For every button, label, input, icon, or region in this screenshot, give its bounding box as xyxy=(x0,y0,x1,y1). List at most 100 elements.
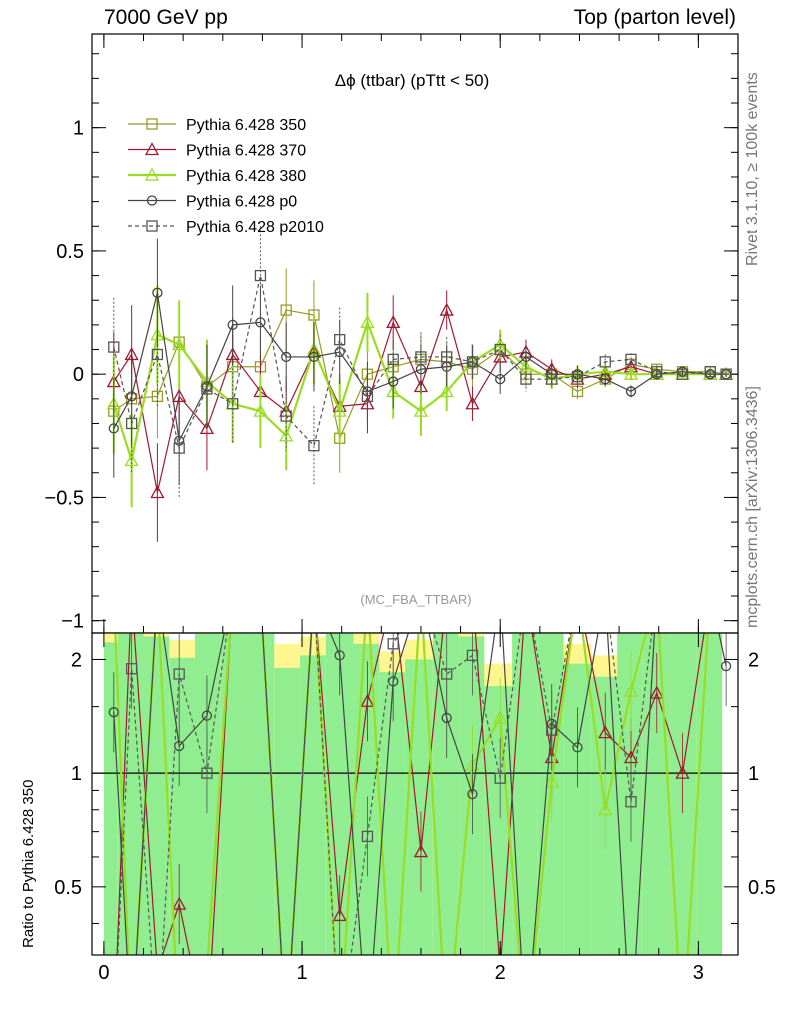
main-y-tick-label: −1 xyxy=(61,611,84,633)
ratio-band-green xyxy=(458,636,485,955)
ratio-point-p2010 xyxy=(546,724,558,736)
data-point-p2010 xyxy=(227,398,239,410)
data-point-p2010 xyxy=(361,390,374,403)
legend-marker-p370 xyxy=(144,142,160,156)
ratio-band-green xyxy=(246,633,275,955)
ratio-point-p2010 xyxy=(494,772,506,784)
ratio-point-p2010 xyxy=(625,796,637,808)
ratio-point-p370 xyxy=(332,908,347,922)
data-point-p380 xyxy=(253,403,268,417)
legend-marker-p380 xyxy=(144,167,160,181)
ratio-point-p370 xyxy=(172,896,187,910)
ratio-band-green xyxy=(103,642,118,955)
legend-label-p2010: Pythia 6.428 p2010 xyxy=(186,219,324,236)
ratio-point-p370 xyxy=(413,844,429,858)
ratio-point-p2010 xyxy=(387,638,399,650)
legend-label-p370: Pythia 6.428 370 xyxy=(186,143,306,160)
data-point-p0 xyxy=(495,373,506,385)
ratio-band-green xyxy=(512,633,538,955)
ratio-point-p0 xyxy=(572,742,583,753)
ratio-point-p2010 xyxy=(125,663,138,675)
ratio-x-tick-label: 3 xyxy=(693,962,704,984)
ratio-point-p2010 xyxy=(201,767,213,779)
legend-marker-p0 xyxy=(146,195,158,206)
main-chart-title: Δϕ (ttbar) (pTtt < 50) xyxy=(335,71,490,90)
data-point-p2010 xyxy=(201,383,213,395)
ratio-point-p380 xyxy=(598,802,613,816)
ratio-band-green xyxy=(696,633,723,955)
data-point-p2010 xyxy=(651,366,663,378)
ratio-y-tick-label-left: 1 xyxy=(71,763,82,785)
data-point-p2010 xyxy=(466,356,479,368)
data-point-p2010 xyxy=(720,368,732,380)
ratio-point-p2010 xyxy=(173,668,185,680)
data-point-p370 xyxy=(386,315,401,329)
data-point-p370 xyxy=(150,485,165,499)
data-point-p2010 xyxy=(546,373,558,385)
data-point-p2010 xyxy=(571,370,584,383)
header-right: Top (parton level) xyxy=(573,6,736,29)
main-y-tick-label: −0.5 xyxy=(45,487,84,509)
data-point-p2010 xyxy=(676,368,689,380)
ratio-band-green xyxy=(432,633,459,955)
data-point-p0 xyxy=(152,287,163,298)
ratio-band-green xyxy=(591,676,618,955)
main-watermark: (MC_FBA_TTBAR) xyxy=(360,592,471,607)
ratio-y-tick-label-right: 2 xyxy=(748,649,759,671)
legend-label-p380: Pythia 6.428 380 xyxy=(186,168,306,185)
ratio-band-green xyxy=(563,663,592,955)
data-point-p2010 xyxy=(254,269,267,282)
ratio-band-green xyxy=(405,659,433,955)
ratio-y-tick-label-right: 1 xyxy=(748,763,759,785)
main-y-tick-label: 0 xyxy=(73,364,84,386)
legend-label-p0: Pythia 6.428 p0 xyxy=(186,194,297,211)
data-point-p380 xyxy=(279,428,294,442)
data-point-p0 xyxy=(227,319,238,331)
data-point-p0 xyxy=(625,386,637,397)
ratio-point-p0 xyxy=(108,707,119,718)
ratio-point-p0 xyxy=(467,788,478,800)
data-point-p2010 xyxy=(387,353,399,366)
ratio-x-tick-label: 0 xyxy=(98,962,109,984)
ratio-point-p0 xyxy=(720,660,732,672)
ratio-point-p0 xyxy=(201,710,213,721)
ratio-point-p380 xyxy=(493,710,508,724)
data-point-p380 xyxy=(332,403,347,417)
data-point-p2010 xyxy=(441,351,453,363)
data-point-p350 xyxy=(280,304,292,316)
legend-label-p350: Pythia 6.428 350 xyxy=(186,117,306,134)
main-y-tick-label: 0.5 xyxy=(56,241,84,263)
data-point-p2010 xyxy=(599,356,611,368)
data-point-p370 xyxy=(465,396,480,410)
data-point-p2010 xyxy=(308,440,320,452)
ratio-point-p380 xyxy=(544,774,559,788)
ratio-point-p0 xyxy=(334,650,345,661)
data-point-p0 xyxy=(281,351,292,363)
main-y-tick-label: 1 xyxy=(73,118,84,140)
data-point-p2010 xyxy=(280,410,292,422)
data-point-p2010 xyxy=(334,334,346,346)
data-point-p2010 xyxy=(151,348,164,361)
data-point-p380 xyxy=(413,403,429,417)
ratio-point-p370 xyxy=(360,693,375,707)
data-point-p370 xyxy=(199,421,215,435)
data-point-p2010 xyxy=(520,373,532,385)
ratio-band-green xyxy=(220,633,247,955)
ratio-point-p2010 xyxy=(361,830,374,843)
data-point-p2010 xyxy=(415,351,427,363)
data-point-p370 xyxy=(439,302,454,316)
main-plot: −1 −0.5 0 0.5 1 Δϕ (ttbar) (pTtt < 50) (MC_FBA… xyxy=(45,33,739,634)
data-point-p2010 xyxy=(125,417,138,430)
legend-marker-p350 xyxy=(146,118,158,130)
ratio-frame xyxy=(91,632,739,956)
ratio-y-tick-label-left: 2 xyxy=(71,649,82,671)
data-point-p380 xyxy=(623,366,639,380)
ratio-point-p380 xyxy=(623,683,639,697)
data-point-p380 xyxy=(172,337,187,351)
data-point-p2010 xyxy=(704,366,716,378)
ratio-y-tick-label-right: 0.5 xyxy=(748,877,776,899)
data-point-p370 xyxy=(493,349,508,363)
ratio-x-tick-label: 2 xyxy=(495,962,506,984)
ratio-point-p2010 xyxy=(441,668,453,680)
